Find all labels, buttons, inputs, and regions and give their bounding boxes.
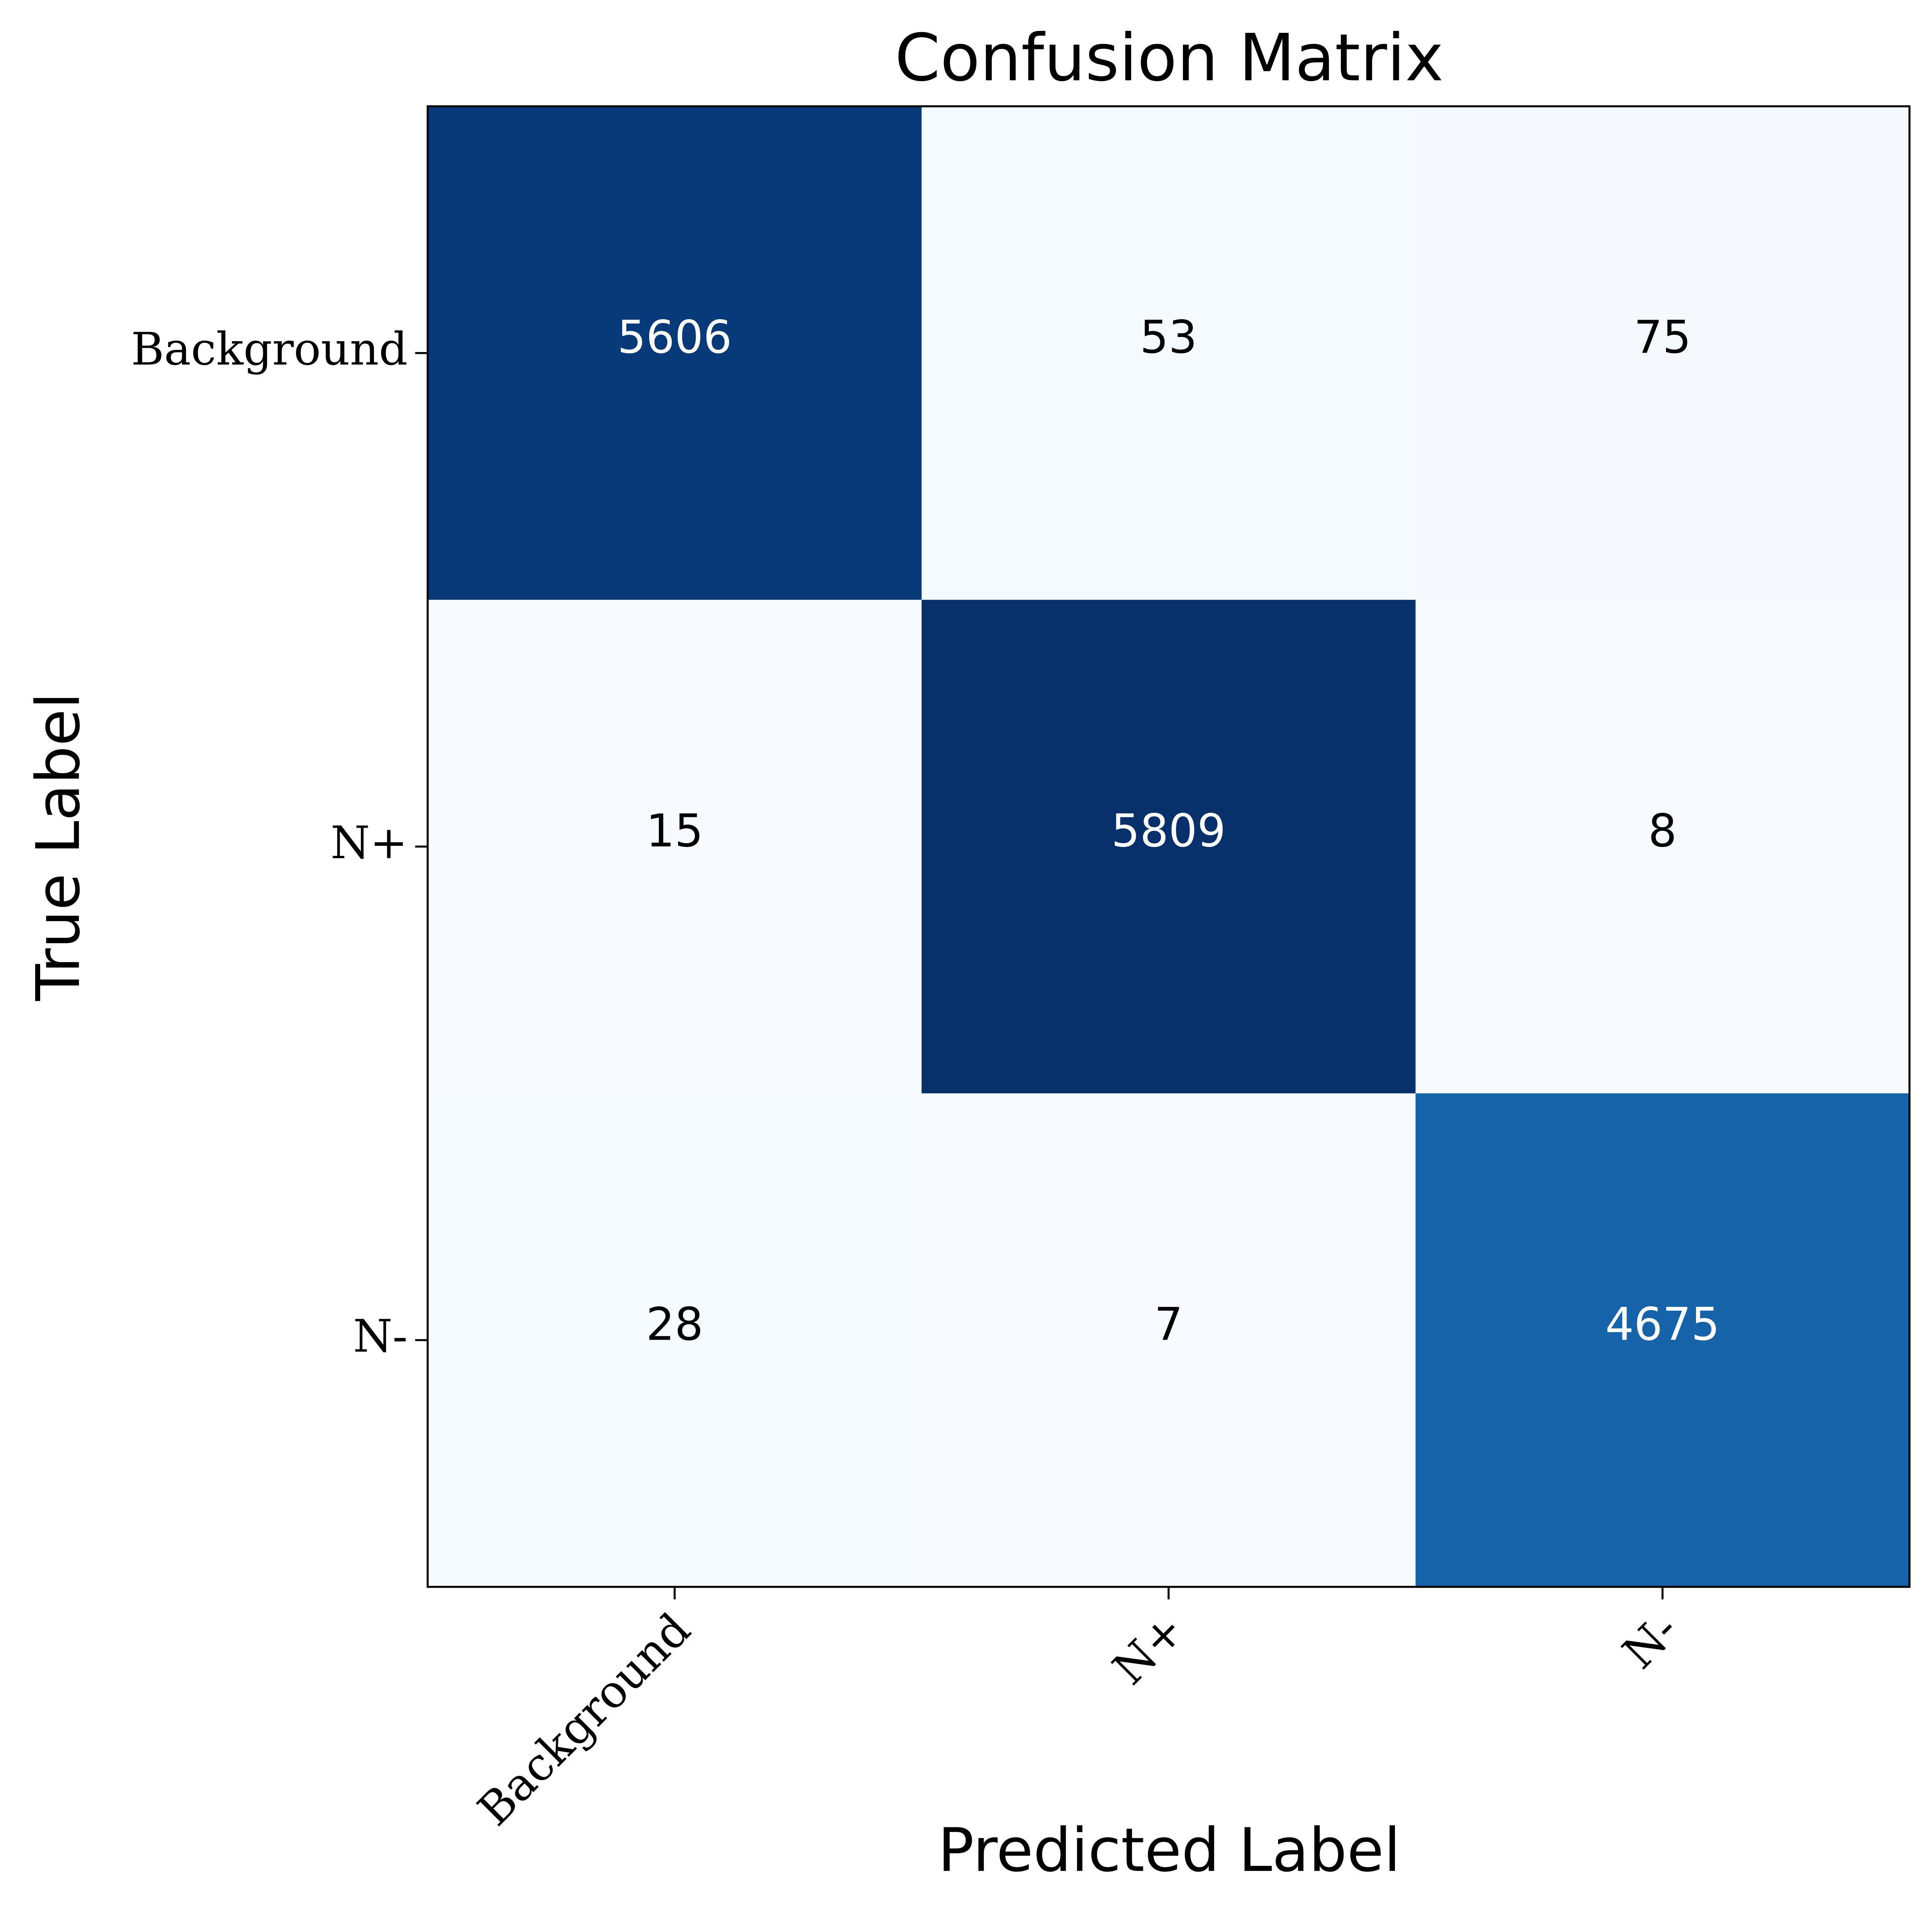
cell	[1415, 106, 1910, 600]
cell	[427, 600, 922, 1094]
cell	[922, 600, 1417, 1094]
cell-label: 53	[1140, 311, 1197, 364]
y-tick-label: N-	[353, 1310, 408, 1362]
cell	[427, 106, 922, 600]
cell-label: 7	[1154, 1299, 1183, 1351]
chart-title: Confusion Matrix	[895, 20, 1444, 96]
y-tick-label: Background	[131, 323, 408, 376]
cell-label: 15	[646, 805, 703, 857]
cell-label: 5809	[1111, 805, 1226, 857]
cell	[1415, 600, 1910, 1094]
cell	[427, 1093, 922, 1588]
cell	[1415, 1093, 1910, 1588]
cell	[922, 1093, 1417, 1588]
cell	[922, 106, 1417, 600]
y-tick-label: N+	[330, 817, 408, 869]
cell-label: 5606	[617, 311, 732, 364]
cell-label: 4675	[1605, 1299, 1719, 1351]
cell-label: 8	[1648, 805, 1677, 857]
cell-label: 75	[1634, 311, 1691, 364]
y-axis-label: True Label	[23, 692, 93, 1001]
x-axis-label: Predicted Label	[938, 1815, 1401, 1885]
cell-label: 28	[646, 1299, 703, 1351]
